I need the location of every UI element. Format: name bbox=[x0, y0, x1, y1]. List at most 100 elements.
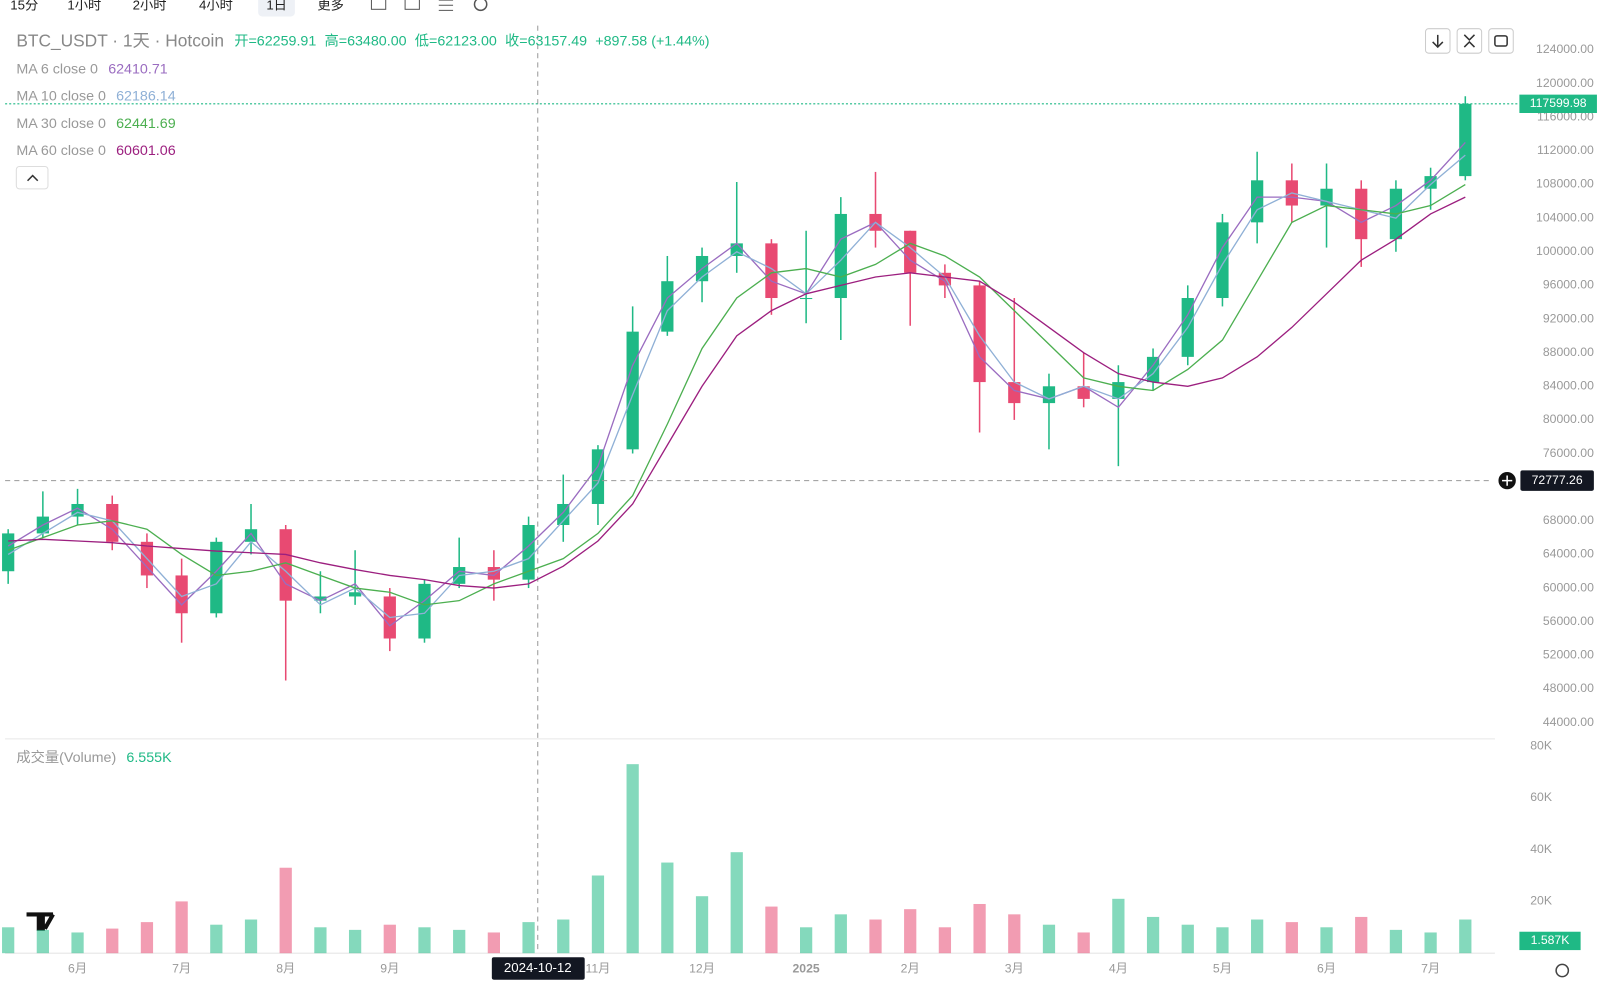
x-tick-label: 5月 bbox=[1213, 962, 1232, 976]
candle-body bbox=[1459, 103, 1472, 177]
y-tick-label: 80000.00 bbox=[1543, 412, 1594, 426]
ma-legend-name: MA 6 close 0 bbox=[16, 61, 98, 77]
candle-body bbox=[1042, 386, 1056, 404]
volume-bar bbox=[973, 903, 986, 954]
maximize-button[interactable] bbox=[1488, 28, 1514, 54]
candle-body bbox=[348, 592, 362, 597]
volume-bar bbox=[140, 922, 154, 954]
settings-icon[interactable] bbox=[473, 0, 488, 12]
volume-bar bbox=[1042, 924, 1056, 954]
volume-bar bbox=[522, 922, 535, 954]
volume-bar bbox=[244, 919, 258, 954]
volume-tick-label: 40K bbox=[1530, 842, 1553, 856]
active-interval-bg bbox=[258, 0, 295, 17]
ma-line bbox=[7, 183, 1466, 606]
candle-body bbox=[2, 533, 15, 572]
volume-bar bbox=[765, 906, 778, 954]
volume-bar bbox=[695, 896, 709, 954]
volume-bar bbox=[348, 929, 362, 954]
candle-body bbox=[591, 449, 605, 504]
volume-bar bbox=[1251, 919, 1264, 954]
ohlc-info: 开=62259.91 bbox=[234, 34, 316, 50]
x-tick-label: 9月 bbox=[380, 962, 399, 976]
volume-bar bbox=[314, 927, 327, 954]
y-tick-label: 52000.00 bbox=[1543, 648, 1594, 662]
interval-button[interactable]: 1日 bbox=[266, 0, 287, 13]
icon bbox=[1432, 34, 1444, 49]
volume-bar bbox=[730, 852, 743, 954]
volume-bar bbox=[1389, 929, 1403, 954]
volume-bar bbox=[453, 929, 466, 954]
indicator-icon[interactable] bbox=[370, 0, 387, 10]
more-button[interactable]: 更多 bbox=[317, 0, 344, 13]
volume-bar bbox=[279, 867, 292, 954]
volume-bar bbox=[626, 764, 639, 954]
volume-bar bbox=[938, 927, 952, 954]
interval-button[interactable]: 4小时 bbox=[199, 0, 233, 13]
y-tick-label: 44000.00 bbox=[1543, 715, 1594, 729]
volume-legend-name: 成交量(Volume) bbox=[16, 748, 116, 766]
candle-body bbox=[1424, 176, 1437, 189]
ma-legend-value: 62441.69 bbox=[116, 116, 176, 132]
ma-legend-name: MA 10 close 0 bbox=[16, 89, 106, 105]
candle-body bbox=[1355, 188, 1368, 240]
ohlc-info: +897.58 (+1.44%) bbox=[595, 34, 709, 50]
volume-bar bbox=[418, 927, 431, 954]
volume-bar bbox=[557, 919, 570, 954]
interval-button[interactable]: 1小时 bbox=[67, 0, 101, 13]
x-tick-label: 2月 bbox=[901, 962, 920, 976]
list-icon[interactable] bbox=[438, 0, 454, 11]
volume-bar bbox=[1008, 914, 1021, 954]
axis-settings-icon[interactable] bbox=[1555, 963, 1570, 978]
y-tick-label: 88000.00 bbox=[1543, 345, 1594, 359]
volume-bar bbox=[1424, 932, 1437, 954]
volume-bar bbox=[1285, 922, 1298, 954]
y-tick-label: 96000.00 bbox=[1543, 278, 1594, 292]
icon bbox=[27, 174, 39, 182]
y-tick-label: 116000.00 bbox=[1537, 110, 1594, 124]
volume-legend-value: 6.555K bbox=[126, 750, 172, 766]
last-price-label: 117599.98 bbox=[1530, 96, 1587, 110]
candle-body bbox=[314, 596, 327, 601]
candle-body bbox=[626, 331, 639, 450]
volume-bar bbox=[383, 924, 396, 954]
y-tick-label: 104000.00 bbox=[1536, 210, 1594, 224]
candle-body bbox=[1077, 386, 1090, 399]
volume-bar bbox=[2, 927, 15, 954]
toolbar: 15分 1小时 2小时 4小时 1日 更多 bbox=[10, 0, 488, 13]
candle-body bbox=[210, 541, 223, 614]
collapse-legend-button[interactable] bbox=[15, 165, 49, 190]
x-tick-label: 8月 bbox=[276, 962, 295, 976]
ma-legend-value: 62186.14 bbox=[116, 89, 176, 105]
y-tick-label: 84000.00 bbox=[1543, 379, 1594, 393]
ma-line bbox=[8, 196, 1466, 589]
y-tick-label: 68000.00 bbox=[1543, 513, 1594, 527]
volume-bar bbox=[1355, 916, 1368, 954]
y-tick-label: 92000.00 bbox=[1543, 311, 1594, 325]
y-tick-label: 100000.00 bbox=[1536, 244, 1594, 258]
volume-bar bbox=[1459, 919, 1472, 954]
x-tick-label: 7月 bbox=[172, 962, 191, 976]
volume-bar bbox=[106, 928, 119, 954]
y-tick-label: 120000.00 bbox=[1536, 76, 1594, 90]
pane-buttons bbox=[15, 28, 1514, 190]
volume-tick-label: 60K bbox=[1530, 790, 1553, 804]
candle-body bbox=[522, 525, 535, 580]
crosshair-date-label: 2024-10-12 bbox=[504, 960, 572, 975]
candle-body bbox=[1008, 382, 1021, 404]
ohlc-info: 收=63157.49 bbox=[505, 33, 587, 50]
volume-last-badge bbox=[1519, 931, 1581, 951]
candle-body bbox=[800, 298, 813, 300]
volume-bar bbox=[1077, 932, 1090, 954]
chart-type-icon[interactable] bbox=[404, 0, 420, 10]
y-tick-label: 48000.00 bbox=[1543, 681, 1594, 695]
volume-bar bbox=[1112, 898, 1125, 954]
candle-body bbox=[765, 243, 778, 299]
interval-button[interactable]: 2小时 bbox=[133, 0, 167, 13]
interval-button[interactable]: 15分 bbox=[10, 0, 38, 13]
last-price-badge bbox=[1519, 94, 1597, 114]
plus-icon bbox=[1502, 475, 1513, 486]
y-tick-label: 56000.00 bbox=[1543, 614, 1594, 628]
